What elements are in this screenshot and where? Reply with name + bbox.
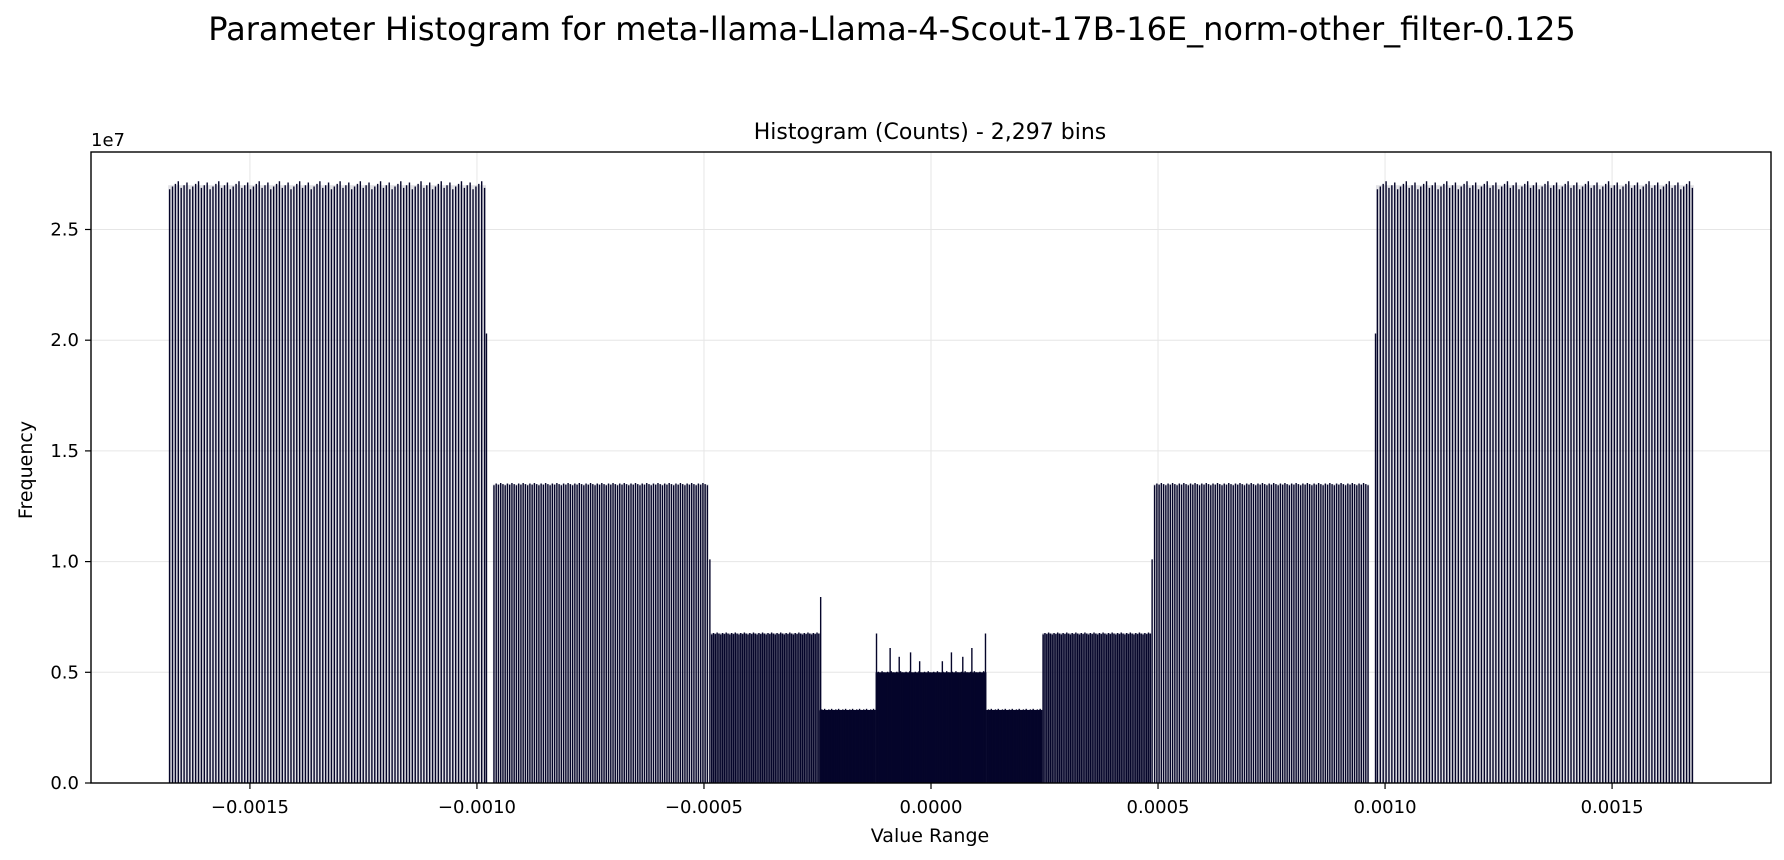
x-axis-ticks: −0.0015 −0.0010 −0.0005 0.0000 0.0005 0.0010 0… [211,783,1644,818]
x-tick-label: −0.0005 [665,797,743,818]
bar-block-2 [710,633,820,783]
x-tick-label: −0.0010 [438,797,516,818]
y-tick-label: 2.5 [50,219,79,240]
y-tick-label: 1.5 [50,441,79,462]
y-tick-label: 1.0 [50,552,79,573]
x-tick-label: −0.0015 [211,797,289,818]
y-axis-ticks: 0.0 0.5 1.0 1.5 2.0 2.5 [50,219,91,794]
bar-block-4 [875,672,987,783]
bar-block-6 [1042,633,1152,783]
bars-group [168,181,1694,784]
x-tick-label: 0.0015 [1581,797,1644,818]
y-tick-label: 2.0 [50,330,79,351]
x-tick-label: 0.0005 [1127,797,1190,818]
chart-title: Histogram (Counts) - 2,297 bins [754,120,1106,145]
y-tick-label: 0.0 [50,773,79,794]
bar-block-7 [1153,484,1370,783]
x-tick-label: 0.0010 [1354,797,1417,818]
y-axis-label: Frequency [15,421,37,519]
x-tick-label: 0.0000 [900,797,963,818]
y-tick-label: 0.5 [50,662,79,683]
y-offset-label: 1e7 [91,130,125,151]
bar-block-1 [492,484,709,783]
x-axis-label: Value Range [871,825,989,847]
figure-suptitle: Parameter Histogram for meta-llama-Llama… [208,10,1575,48]
